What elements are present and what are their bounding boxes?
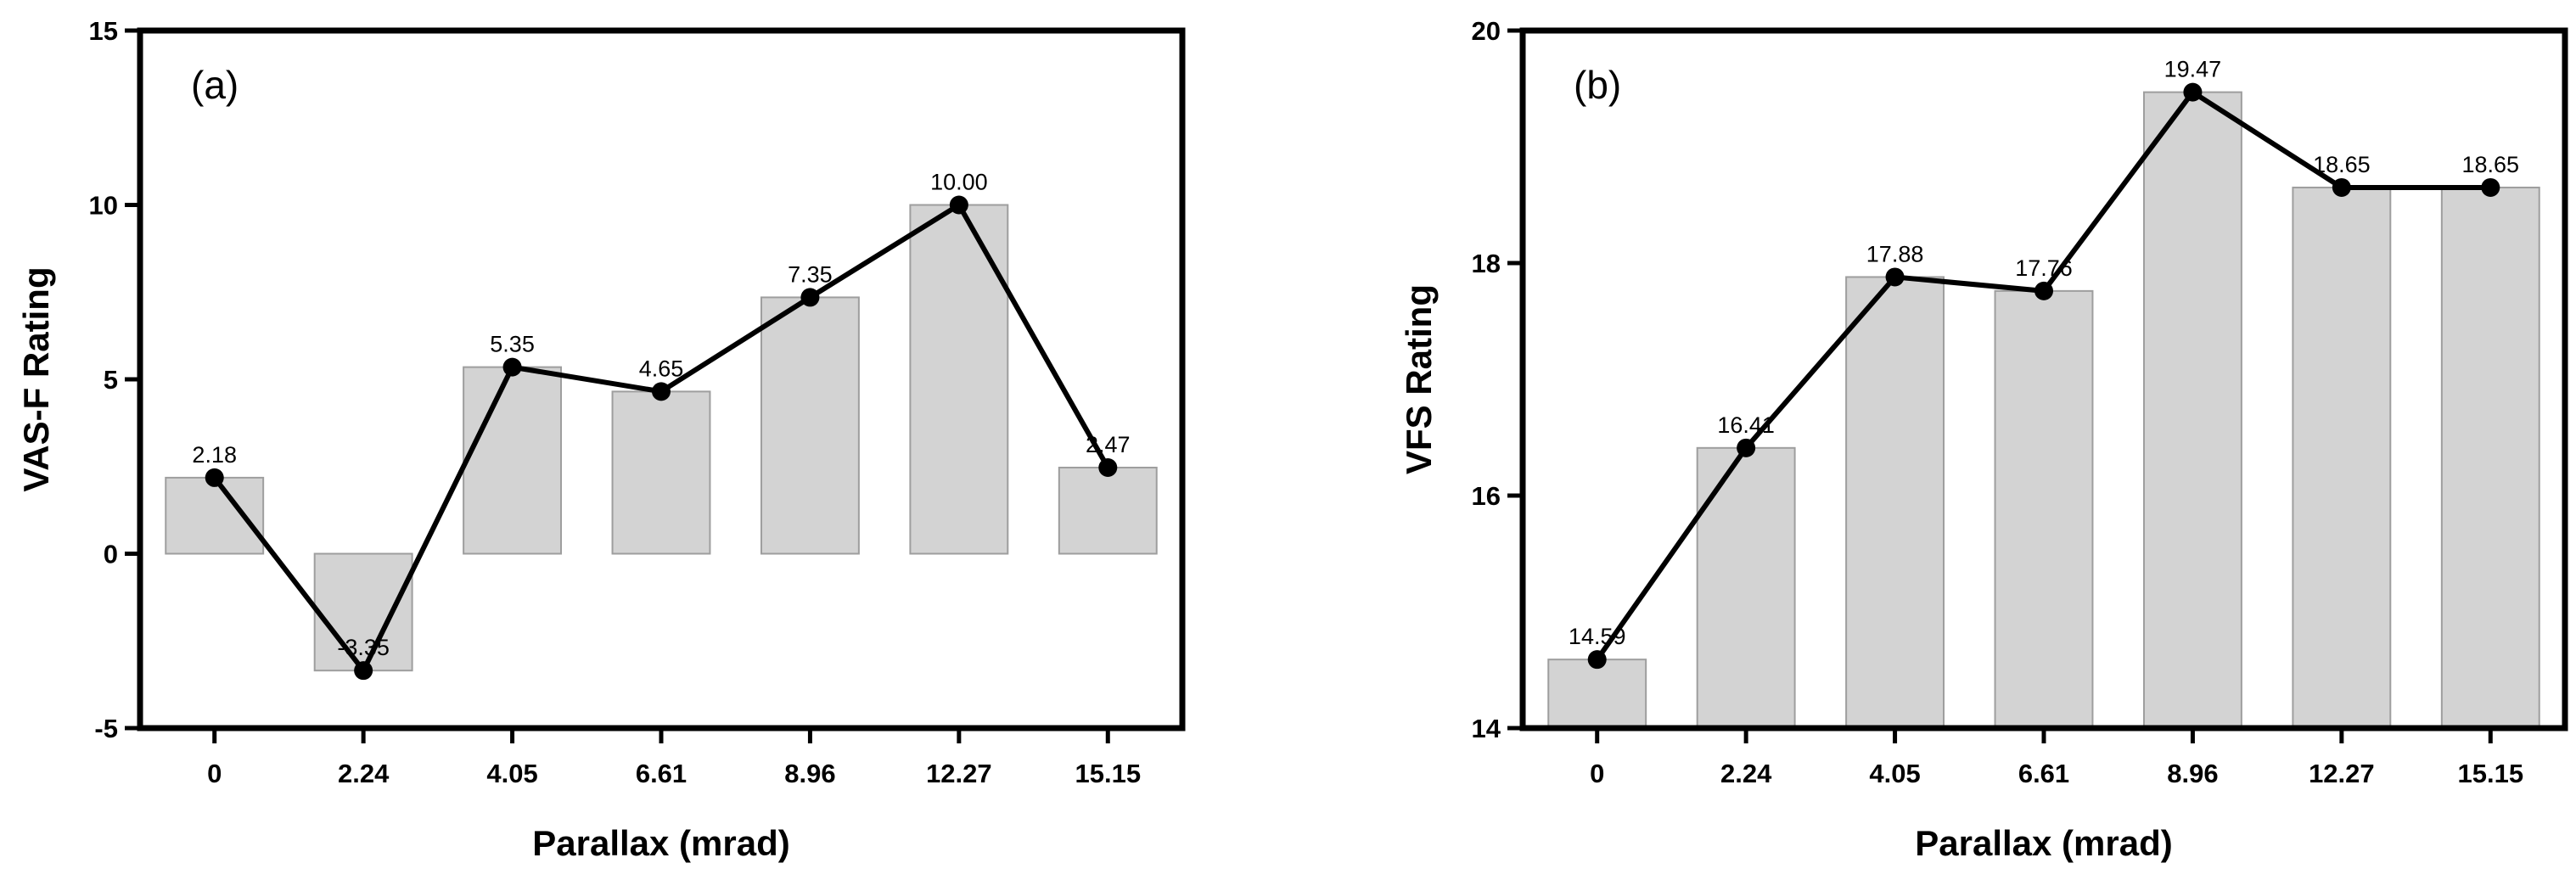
data-label: 14.59 [1569,624,1626,649]
data-point [354,661,373,681]
line-layer [205,195,1118,681]
bar [463,366,563,555]
bar-group [1547,91,2540,730]
bar [1547,659,1647,729]
data-label-group: 2.18 -3.35 5.35 4.65 7.35 10.00 2.47 [192,170,1130,661]
bar [909,204,1009,555]
data-label: 7.35 [788,261,833,287]
line-layer [1587,82,2500,670]
data-point [2034,281,2053,300]
data-label: 4.65 [639,356,684,381]
x-axis-ticks: 0 2.24 4.05 6.61 8.96 12.27 15.15 [1590,728,2523,788]
y-axis-ticks: 14 16 18 20 [1472,16,1523,743]
y-tick-label: 5 [104,365,118,395]
data-label: 2.47 [1086,432,1131,457]
data-point [1885,267,1905,287]
y-tick-label: 18 [1472,249,1501,278]
y-tick-label: 20 [1472,16,1501,46]
x-tick-label: 0 [1590,759,1604,788]
bar [165,476,265,555]
data-label: 17.88 [1866,241,1924,266]
y-axis-title: VFS Rating [1399,284,1439,474]
y-tick-label: 14 [1472,714,1501,743]
data-label: 16.41 [1717,412,1775,438]
x-tick-label: 2.24 [338,759,390,788]
bar [1696,446,1796,730]
x-tick-label: 8.96 [2167,759,2218,788]
data-label: 19.47 [2164,57,2222,82]
bar-group [165,204,1158,672]
y-axis-ticks: -5 0 5 10 15 [89,16,140,743]
bar [611,390,711,555]
bar [1058,466,1158,555]
data-point [502,357,522,377]
y-tick-label: 16 [1472,481,1501,511]
x-axis-title: Parallax (mrad) [1915,823,2172,863]
x-tick-label: 6.61 [2018,759,2069,788]
x-tick-label: 2.24 [1720,759,1772,788]
data-point [2183,82,2203,102]
bar [760,296,860,555]
panel-label: (b) [1574,63,1621,107]
x-tick-label: 4.05 [486,759,537,788]
x-tick-label: 8.96 [784,759,835,788]
data-label: 2.18 [192,442,237,468]
y-tick-label: 0 [104,540,118,569]
x-axis-title: Parallax (mrad) [532,823,789,863]
x-tick-label: 15.15 [2457,759,2523,788]
bar [2440,186,2540,729]
y-tick-label: 10 [89,191,118,221]
panel-label: (a) [191,63,239,107]
y-axis-title: VAS-F Rating [16,266,56,491]
bar [1845,276,1945,729]
data-point [1737,438,1756,457]
data-label: 18.65 [2461,152,2519,177]
y-tick-label: -5 [94,714,118,743]
x-tick-label: 6.61 [636,759,687,788]
data-point [205,468,224,487]
data-point [949,195,968,215]
data-label: 18.65 [2313,152,2371,177]
bar [1994,289,2094,729]
bar [2292,186,2392,729]
x-tick-label: 15.15 [1075,759,1141,788]
data-label: 17.76 [2015,255,2073,281]
data-label-group: 14.59 16.41 17.88 17.76 19.47 18.65 18.65 [1569,57,2519,650]
x-tick-label: 12.27 [2309,759,2375,788]
x-tick-label: 4.05 [1869,759,1920,788]
data-point [652,382,671,401]
bar [313,552,413,672]
x-tick-label: 12.27 [926,759,992,788]
bar [2142,91,2242,730]
data-label: -3.35 [337,635,390,660]
y-tick-label: 15 [89,16,118,46]
data-point [1098,457,1118,477]
data-point [2332,177,2351,197]
data-point [800,288,820,307]
data-point [2481,177,2500,197]
x-axis-ticks: 0 2.24 4.05 6.61 8.96 12.27 15.15 [207,728,1141,788]
chart-panel-b: 14.59 16.41 17.88 17.76 19.47 18.65 18.65 14 16… [1399,16,2568,863]
data-label: 10.00 [930,170,988,195]
x-tick-label: 0 [207,759,222,788]
data-label: 5.35 [490,332,535,357]
data-point [1587,650,1607,670]
